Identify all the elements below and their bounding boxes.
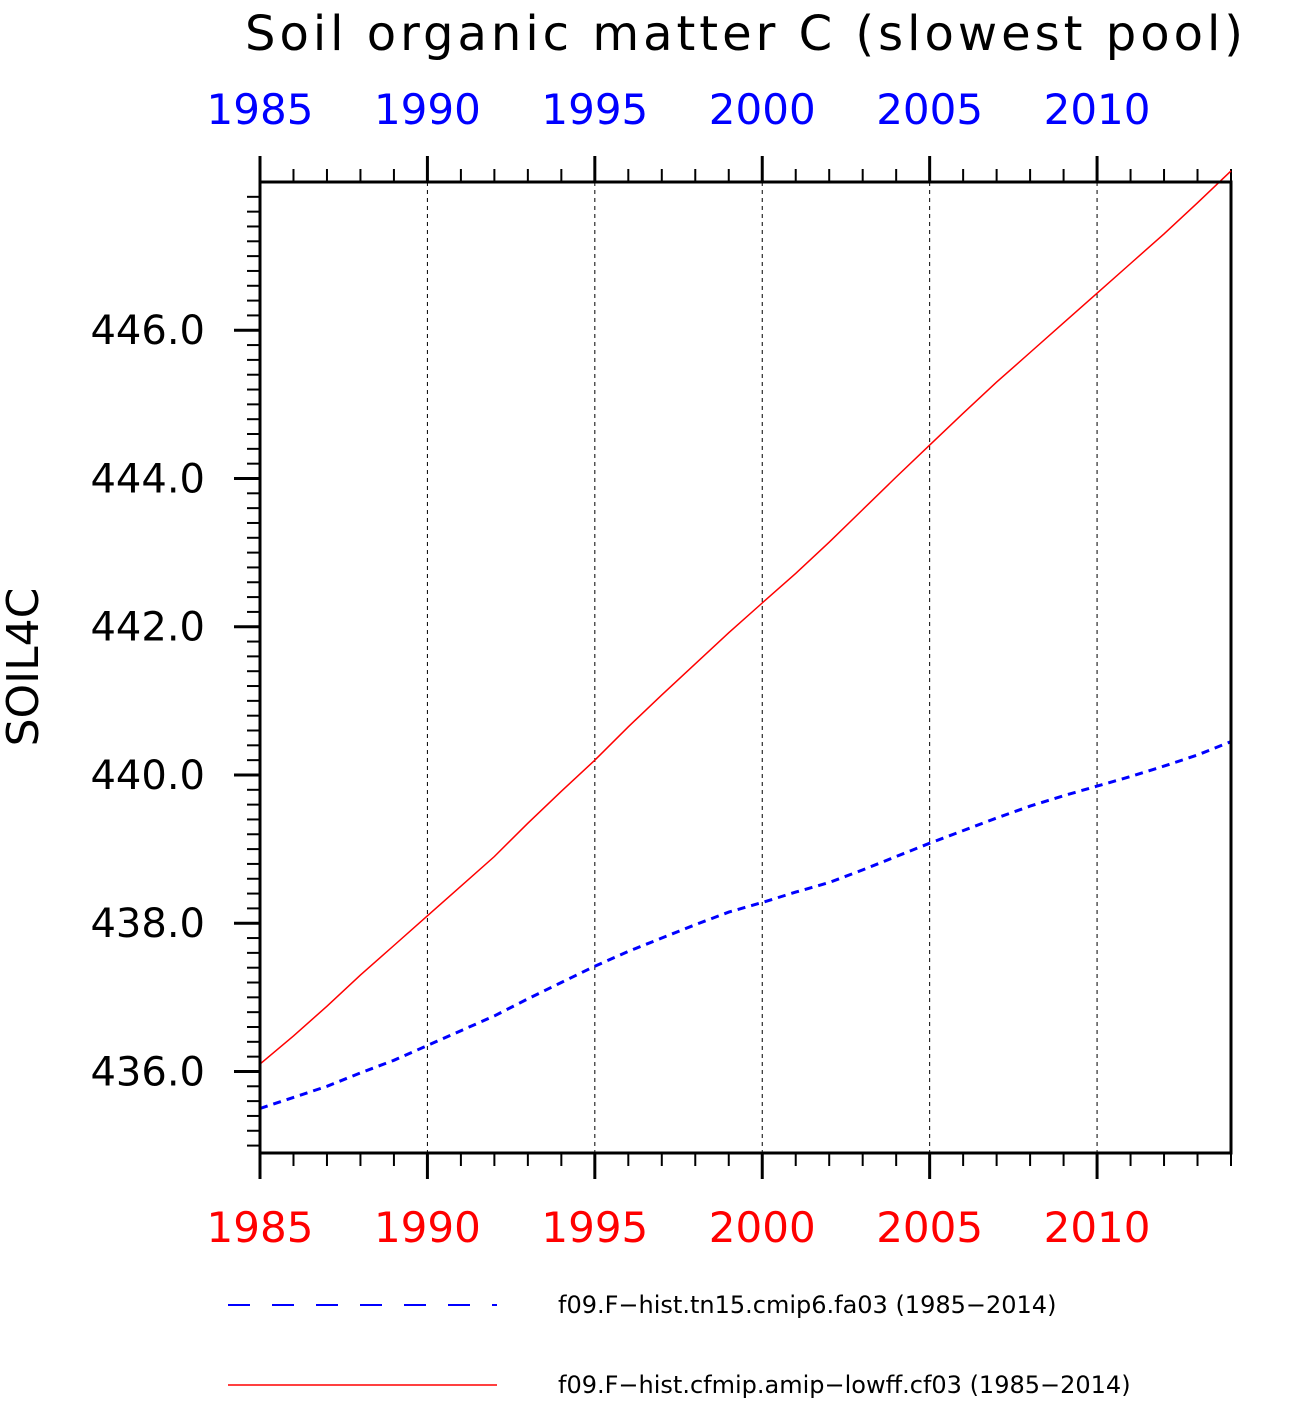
x-tick-label-top: 2000 <box>709 85 816 134</box>
legend-label-2: f09.F−hist.cfmip.amip−lowff.cf03 (1985−2… <box>558 1371 1131 1399</box>
axis-ticks <box>234 156 1232 1179</box>
x-tick-label-bottom: 1990 <box>374 1203 481 1252</box>
x-tick-label-bottom: 1985 <box>207 1203 314 1252</box>
x-tick-label-bottom: 2005 <box>876 1203 983 1252</box>
y-axis-label: SOIL4C <box>0 588 49 747</box>
top-x-tick-labels: 1985 1990 1995 2000 2005 2010 <box>207 85 1151 134</box>
y-tick-label: 446.0 <box>90 308 205 354</box>
x-tick-label-top: 2005 <box>876 85 983 134</box>
chart-title: Soil organic matter C (slowest pool) <box>245 6 1247 62</box>
gridlines <box>426 182 1098 1153</box>
x-tick-label-top: 2010 <box>1044 85 1151 134</box>
x-tick-label-bottom: 2000 <box>709 1203 816 1252</box>
x-tick-label-bottom: 2010 <box>1044 1203 1151 1252</box>
bottom-x-tick-labels: 1985 1990 1995 2000 2005 2010 <box>207 1203 1151 1252</box>
legend-label-1: f09.F−hist.tn15.cmip6.fa03 (1985−2014) <box>558 1291 1056 1319</box>
series-line-1 <box>259 740 1232 1110</box>
y-tick-label: 440.0 <box>90 753 205 799</box>
series-line-2 <box>259 170 1232 1065</box>
plot-frame <box>258 180 1233 1155</box>
y-tick-label: 442.0 <box>90 605 205 651</box>
x-tick-label-top: 1990 <box>374 85 481 134</box>
y-tick-label: 438.0 <box>90 901 205 947</box>
y-tick-label: 436.0 <box>90 1049 205 1095</box>
series-layer <box>259 170 1232 1110</box>
x-tick-label-top: 1985 <box>207 85 314 134</box>
y-tick-label: 444.0 <box>90 456 205 502</box>
x-tick-label-bottom: 1995 <box>541 1203 648 1252</box>
y-tick-labels: 436.0 438.0 440.0 442.0 444.0 446.0 <box>90 308 205 1095</box>
x-tick-label-top: 1995 <box>541 85 648 134</box>
legend: f09.F−hist.tn15.cmip6.fa03 (1985−2014) f0… <box>228 1291 1131 1399</box>
